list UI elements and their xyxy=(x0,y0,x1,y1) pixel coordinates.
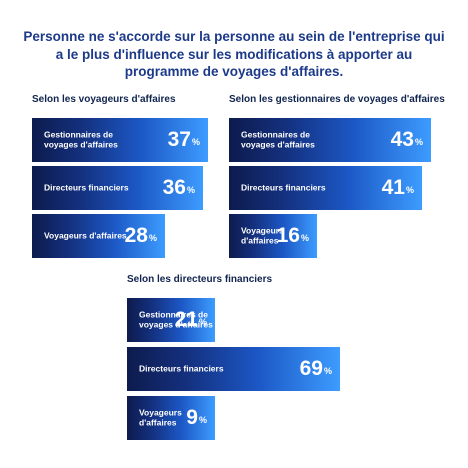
bar-category-label: Directeurs financiers xyxy=(44,182,129,193)
bar-value-label: 36% xyxy=(162,176,195,199)
bar-category-label: Gestionnaires de voyages d'affaires xyxy=(241,129,315,149)
bar: Gestionnaires de voyages d'affaires 21% xyxy=(127,298,215,342)
bar-value-label: 28% xyxy=(124,224,157,247)
bar-category-label: Voyageurs d'affaires xyxy=(241,225,284,245)
chart-title: Personne ne s'accorde sur la personne au… xyxy=(23,29,445,79)
bar-value-label: 9% xyxy=(186,406,207,429)
bar: Voyageurs d'affaires 16% xyxy=(229,214,317,258)
bar-value-label: 69% xyxy=(299,357,332,380)
bar-value-label: 41% xyxy=(381,176,414,199)
section-title: Selon les gestionnaires de voyages d'aff… xyxy=(229,94,445,105)
bar-value-label: 21% xyxy=(174,308,207,331)
bar-category-label: Voyageurs d'affaires xyxy=(44,230,127,241)
section-title: Selon les voyageurs d'affaires xyxy=(32,94,176,105)
bar-category-label: Gestionnaires de voyages d'affaires xyxy=(139,309,213,329)
bar: Directeurs financiers 41% xyxy=(229,166,422,210)
bar: Voyageurs d'affaires 9% xyxy=(127,396,215,440)
bar: Directeurs financiers 69% xyxy=(127,347,340,391)
bar-value-label: 43% xyxy=(390,128,423,151)
bar-category-label: Directeurs financiers xyxy=(241,182,326,193)
bar: Gestionnaires de voyages d'affaires 43% xyxy=(229,118,431,162)
bar-value-label: 16% xyxy=(276,224,309,247)
bar: Gestionnaires de voyages d'affaires 37% xyxy=(32,118,208,162)
bar-value-label: 37% xyxy=(167,128,200,151)
bar-category-label: Directeurs financiers xyxy=(139,363,224,374)
bar-category-label: Voyageurs d'affaires xyxy=(139,407,182,427)
bar: Directeurs financiers 36% xyxy=(32,166,203,210)
section-title: Selon les directeurs financiers xyxy=(127,274,273,285)
bar: Voyageurs d'affaires 28% xyxy=(32,214,165,258)
bar-category-label: Gestionnaires de voyages d'affaires xyxy=(44,129,118,149)
